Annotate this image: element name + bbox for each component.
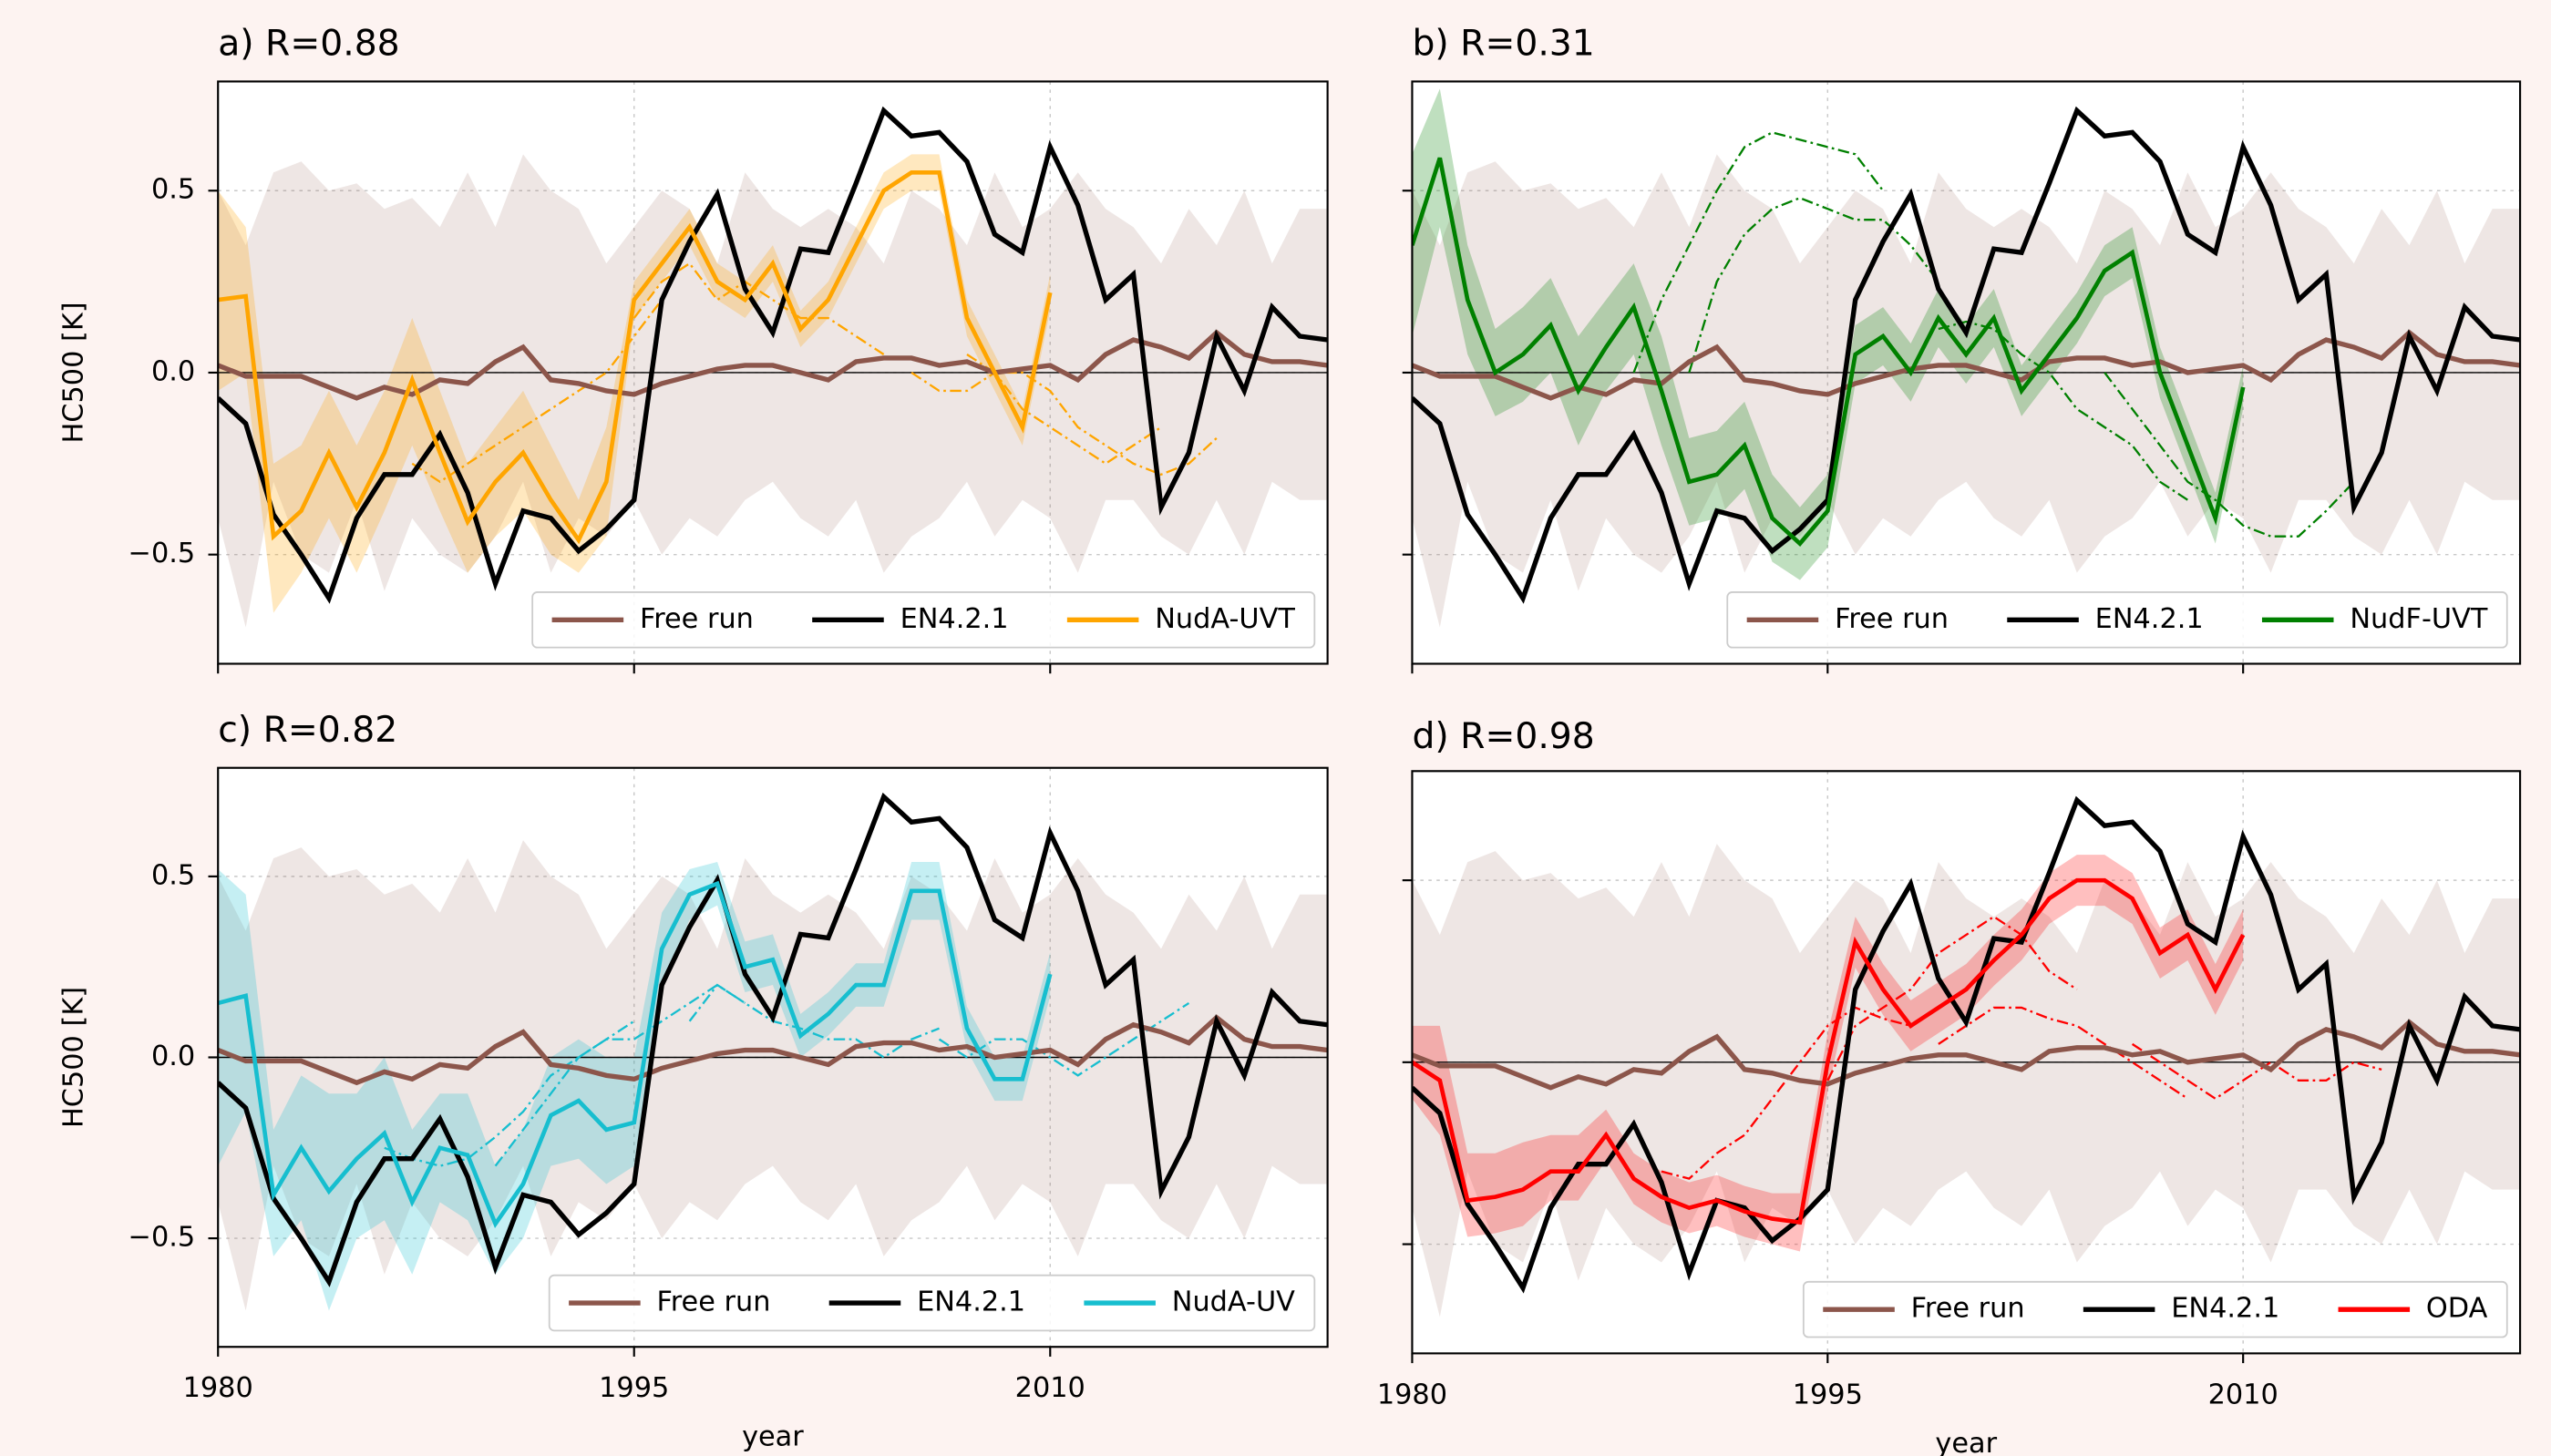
- panel-title: d) R=0.98: [1412, 716, 1594, 757]
- legend: Free run EN4.2.1 ODA: [1802, 1280, 2508, 1338]
- hindcast-line: [2104, 372, 2355, 538]
- panel-title: a) R=0.88: [218, 24, 399, 65]
- hindcast-line: [1938, 1006, 2189, 1100]
- series-line: [1412, 795, 2521, 1294]
- spread-band: [218, 862, 1051, 1311]
- hindcast-line: [688, 983, 940, 1059]
- legend: Free run EN4.2.1 NudF-UVT: [1726, 591, 2508, 649]
- y-tick-label: 0.5: [151, 174, 195, 206]
- legend-label: EN4.2.1: [2095, 603, 2204, 635]
- series-line: [218, 880, 1053, 1229]
- hindcast-line: [910, 371, 1162, 466]
- series-line: [1412, 106, 2521, 604]
- hindcast-line: [411, 299, 663, 484]
- x-tick-label: 1995: [599, 1372, 669, 1404]
- legend-box: [1726, 591, 2508, 649]
- x-tick-label: 1980: [183, 1372, 253, 1404]
- legend-label: NudA-UVT: [1155, 603, 1295, 635]
- legend-label: EN4.2.1: [900, 603, 1009, 635]
- legend-label: Free run: [1835, 603, 1949, 635]
- legend-label: EN4.2.1: [2171, 1293, 2279, 1325]
- y-tick-label: −0.5: [129, 538, 196, 569]
- y-tick-label: −0.5: [129, 1222, 196, 1254]
- plot: [218, 767, 1328, 1348]
- y-tick-label: 0.0: [151, 355, 195, 387]
- legend-label: Free run: [640, 603, 754, 635]
- x-tick-label: 1980: [1377, 1379, 1447, 1410]
- series-line: [218, 792, 1328, 1287]
- plot: [1412, 81, 2521, 664]
- panel-title: b) R=0.31: [1412, 24, 1594, 65]
- legend-label: ODA: [2426, 1293, 2488, 1325]
- legend-label: Free run: [657, 1287, 771, 1318]
- hindcast-line: [633, 261, 885, 355]
- legend-label: NudA-UV: [1172, 1287, 1295, 1318]
- legend-box: [531, 591, 1316, 649]
- x-tick-label: 2010: [1015, 1372, 1085, 1404]
- plot: [1412, 771, 2521, 1354]
- legend-box: [548, 1274, 1316, 1332]
- spread-band: [1412, 844, 2521, 1318]
- hindcast-line: [494, 983, 746, 1167]
- hindcast-line: [1632, 131, 1885, 374]
- series-line: [218, 106, 1328, 604]
- spread-band: [1412, 154, 2521, 628]
- panel-title: c) R=0.82: [218, 710, 397, 751]
- spread-band: [218, 154, 1328, 628]
- y-tick-label: 0.0: [151, 1041, 195, 1072]
- legend: Free run EN4.2.1 NudA-UV: [548, 1274, 1316, 1332]
- plot: [218, 81, 1328, 664]
- x-axis-label: year: [742, 1421, 804, 1453]
- x-tick-label: 1995: [1793, 1379, 1863, 1410]
- y-axis-label: HC500 [K]: [58, 302, 90, 443]
- legend-box: [1802, 1280, 2508, 1338]
- legend: Free run EN4.2.1 NudA-UVT: [531, 591, 1316, 649]
- hindcast-line: [1688, 196, 1939, 374]
- hindcast-line: [384, 1020, 635, 1167]
- series-line: [1412, 157, 2246, 548]
- x-axis-label: year: [1935, 1428, 1997, 1456]
- legend-label: EN4.2.1: [917, 1287, 1025, 1318]
- hindcast-line: [1826, 915, 2078, 1082]
- spread-band: [218, 840, 1328, 1311]
- y-axis-label: HC500 [K]: [58, 987, 90, 1128]
- hindcast-line: [1661, 1006, 1911, 1180]
- legend-label: NudF-UVT: [2350, 603, 2487, 635]
- y-tick-label: 0.5: [151, 859, 195, 891]
- x-tick-label: 2010: [2208, 1379, 2278, 1410]
- series-line: [218, 169, 1053, 545]
- legend-label: Free run: [1911, 1293, 2025, 1325]
- spread-band: [1412, 88, 2244, 580]
- series-line: [1412, 877, 2246, 1225]
